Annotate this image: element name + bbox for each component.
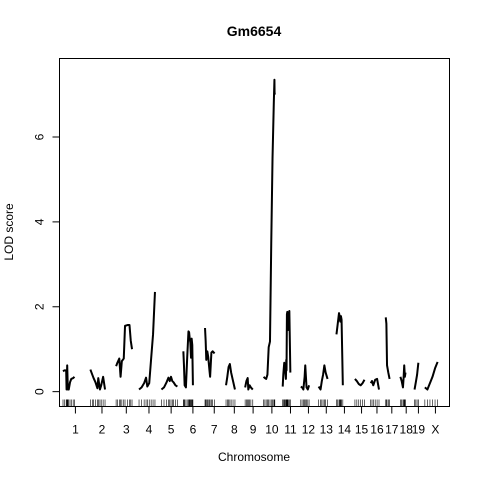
lod-curve-chr-17 bbox=[384, 317, 391, 380]
y-tick-label: 2 bbox=[33, 303, 47, 310]
x-tick-label: 8 bbox=[231, 423, 238, 437]
lod-curve-chr-3 bbox=[115, 324, 134, 378]
lod-curve-chr-1 bbox=[62, 364, 76, 391]
lod-curve-chr-8 bbox=[225, 363, 236, 390]
x-tick-label: 5 bbox=[168, 423, 175, 437]
x-tick-label: 9 bbox=[250, 423, 257, 437]
x-tick-label: 15 bbox=[355, 423, 369, 437]
lod-curve-chr-6 bbox=[182, 330, 194, 389]
x-tick-label: 14 bbox=[338, 423, 352, 437]
lod-curve-chr-7 bbox=[204, 327, 216, 378]
x-axis-label: Chromosome bbox=[218, 450, 290, 464]
lod-curve-chr-10 bbox=[262, 78, 276, 380]
x-tick-label: 11 bbox=[284, 423, 297, 437]
x-tick-label: 2 bbox=[99, 423, 106, 437]
x-tick-label: 4 bbox=[146, 423, 153, 437]
lod-curve-chr-12 bbox=[300, 364, 311, 391]
plot-frame bbox=[59, 58, 450, 407]
x-tick-label: X bbox=[431, 423, 439, 437]
lod-curve-chr-15 bbox=[354, 378, 366, 387]
lod-curve-chr-13 bbox=[317, 364, 329, 391]
x-tick-label: 12 bbox=[302, 423, 316, 437]
lod-curves bbox=[62, 78, 439, 391]
y-tick-label: 4 bbox=[33, 218, 47, 225]
lod-curve-chr-11 bbox=[281, 310, 292, 387]
x-tick-label: 16 bbox=[370, 423, 384, 437]
lod-curve-chr-14 bbox=[335, 312, 344, 386]
lod-curve-chr-16 bbox=[369, 377, 380, 390]
y-tick-label: 6 bbox=[33, 133, 47, 140]
y-tick-label: 0 bbox=[33, 388, 47, 395]
marker-rug bbox=[62, 399, 438, 407]
x-tick-label: 13 bbox=[320, 423, 334, 437]
x-tick-label: 10 bbox=[265, 423, 279, 437]
lod-curve-chr-X bbox=[424, 361, 439, 391]
y-axis-label: LOD score bbox=[2, 203, 16, 261]
x-tick-label: 17 bbox=[385, 423, 399, 437]
chart-title: Gm6654 bbox=[227, 23, 282, 39]
lod-curve-chr-18 bbox=[399, 364, 407, 389]
x-tick-label: 6 bbox=[190, 423, 197, 437]
x-tick-label: 1 bbox=[72, 423, 79, 437]
lod-curve-chr-4 bbox=[138, 291, 156, 391]
x-tick-label: 3 bbox=[123, 423, 130, 437]
lod-curve-chr-19 bbox=[413, 362, 420, 390]
y-axis: 0 2 4 6 bbox=[33, 133, 60, 395]
x-tick-label: 7 bbox=[211, 423, 218, 437]
lod-curve-chr-9 bbox=[244, 377, 254, 391]
x-tick-label: 18 bbox=[400, 423, 414, 437]
lod-curve-chr-5 bbox=[160, 375, 178, 391]
lod-curve-chr-2 bbox=[89, 369, 107, 391]
x-tick-label: 19 bbox=[412, 423, 426, 437]
